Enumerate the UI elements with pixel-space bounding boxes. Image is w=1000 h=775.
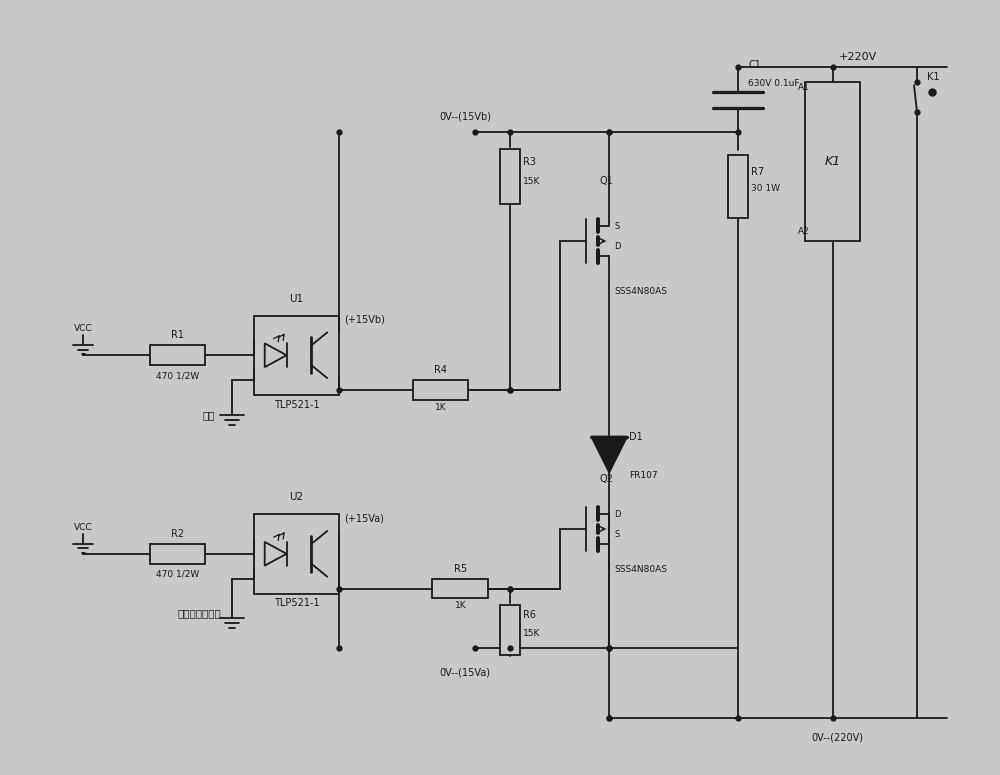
Text: R7: R7	[751, 167, 764, 177]
Text: 全压、节能工作: 全压、节能工作	[177, 608, 221, 618]
Text: 470 1/2W: 470 1/2W	[156, 570, 199, 579]
Polygon shape	[591, 436, 627, 473]
Bar	[254, 315, 339, 395]
Text: 15K: 15K	[523, 629, 540, 638]
Text: 1K: 1K	[454, 601, 466, 611]
Text: +220V: +220V	[838, 53, 877, 62]
Text: VCC: VCC	[74, 325, 92, 333]
Polygon shape	[265, 343, 287, 367]
Text: 30 1W: 30 1W	[751, 184, 780, 194]
Text: K1: K1	[824, 155, 841, 168]
Text: 0V--(15Vb): 0V--(15Vb)	[439, 112, 491, 122]
Text: R6: R6	[523, 611, 536, 620]
Text: K1: K1	[927, 72, 939, 82]
Text: SSS4N80AS: SSS4N80AS	[614, 287, 667, 296]
Text: D1: D1	[629, 432, 643, 442]
Text: VCC: VCC	[74, 523, 92, 532]
Text: SSS4N80AS: SSS4N80AS	[614, 565, 667, 574]
Text: (+15Va): (+15Va)	[344, 513, 384, 523]
Text: A2: A2	[798, 227, 810, 236]
Text: C1: C1	[748, 60, 761, 70]
Text: 15K: 15K	[523, 177, 540, 187]
Bar	[432, 579, 488, 598]
Text: (+15Vb): (+15Vb)	[344, 315, 385, 325]
Text: 470 1/2W: 470 1/2W	[156, 371, 199, 380]
Polygon shape	[265, 542, 287, 566]
Text: 0V--(220V): 0V--(220V)	[812, 732, 864, 742]
Bar	[500, 149, 520, 205]
Text: U1: U1	[289, 294, 304, 304]
Text: R3: R3	[523, 157, 536, 167]
Text: S: S	[614, 222, 619, 231]
Text: FR107: FR107	[629, 471, 658, 480]
Text: R4: R4	[434, 365, 447, 375]
Bar	[413, 380, 468, 400]
Text: Q1: Q1	[599, 177, 613, 187]
Text: R2: R2	[171, 529, 184, 539]
Text: R5: R5	[454, 563, 467, 574]
Text: 1K: 1K	[435, 403, 446, 412]
Bar	[500, 605, 520, 655]
Bar	[254, 514, 339, 594]
Text: 0V--(15Va): 0V--(15Va)	[440, 668, 491, 678]
Text: A1: A1	[798, 83, 810, 92]
Text: TLP521-1: TLP521-1	[274, 400, 319, 410]
Text: D: D	[614, 510, 621, 519]
Bar	[150, 544, 205, 563]
Text: R1: R1	[171, 330, 184, 340]
Text: D: D	[614, 242, 621, 251]
Bar	[728, 155, 748, 219]
Bar	[150, 346, 205, 365]
Text: 630V 0.1uF: 630V 0.1uF	[748, 79, 800, 88]
Text: S: S	[614, 530, 619, 539]
Text: U2: U2	[289, 492, 304, 502]
Bar	[805, 82, 860, 241]
Text: TLP521-1: TLP521-1	[274, 598, 319, 608]
Text: Q2: Q2	[599, 474, 613, 484]
Text: 工作: 工作	[202, 410, 215, 420]
